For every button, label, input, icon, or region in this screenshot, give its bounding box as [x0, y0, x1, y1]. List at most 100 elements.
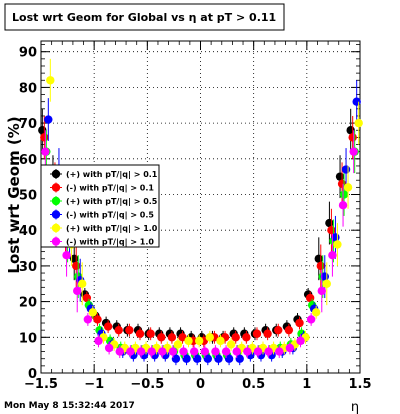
- data-point: [224, 354, 234, 363]
- data-point: [194, 336, 204, 346]
- data-point: [343, 183, 353, 192]
- data-point: [253, 347, 263, 356]
- data-point: [173, 340, 183, 349]
- legend-label: (+) with pT/|q| > 0.1: [66, 170, 158, 179]
- legend-label: (+) with pT/|q| > 1.0: [66, 224, 158, 233]
- data-point: [184, 336, 193, 346]
- data-point: [349, 147, 358, 156]
- data-point: [243, 347, 252, 356]
- data-point: [221, 347, 231, 356]
- x-axis-label: η: [351, 400, 359, 414]
- legend-marker: [51, 196, 61, 206]
- legend-marker: [51, 210, 61, 219]
- data-point: [115, 347, 124, 356]
- data-point: [311, 308, 321, 317]
- data-point: [284, 325, 294, 335]
- data-point: [338, 201, 348, 210]
- data-point: [192, 354, 202, 363]
- data-point: [182, 354, 191, 363]
- legend-label: (-) with pT/|q| > 1.0: [66, 238, 154, 247]
- legend-box: [40, 164, 160, 248]
- y-tick-label: 80: [19, 81, 37, 96]
- data-point: [339, 190, 349, 199]
- title-box: Lost wrt Geom for Global vs η at pT > 0.…: [4, 3, 285, 31]
- legend-marker: [51, 237, 61, 246]
- footer-timestamp: Mon May 8 15:32:44 2017: [4, 401, 135, 411]
- data-point: [40, 133, 49, 142]
- data-point: [103, 322, 113, 331]
- data-point: [354, 118, 363, 128]
- data-point: [317, 286, 326, 296]
- y-tick-label: 50: [19, 189, 37, 204]
- data-point: [285, 343, 295, 353]
- data-point: [73, 286, 82, 296]
- legend-label: (-) with pT/|q| > 0.1: [66, 184, 154, 193]
- chart-title: Lost wrt Geom for Global vs η at pT > 0.…: [12, 11, 276, 24]
- data-point: [157, 333, 166, 342]
- data-point: [296, 336, 305, 346]
- data-point: [88, 308, 98, 317]
- data-point: [264, 347, 273, 356]
- data-point: [136, 347, 146, 356]
- data-point: [179, 347, 188, 356]
- y-tick-label: 40: [19, 224, 37, 239]
- x-tick-label: 0.5: [242, 377, 265, 392]
- legend: (+) with pT/|q| > 0.1 (-) with pT/|q| > 0…: [40, 164, 160, 248]
- data-point: [263, 329, 272, 338]
- data-point: [146, 329, 155, 338]
- data-point: [82, 293, 92, 303]
- data-point: [306, 315, 316, 324]
- y-tick-label: 90: [19, 46, 37, 61]
- data-point: [171, 354, 181, 363]
- data-point: [126, 347, 135, 356]
- data-point: [333, 240, 342, 249]
- data-point: [305, 293, 315, 303]
- data-point: [231, 333, 240, 342]
- data-point: [327, 226, 336, 235]
- data-point: [322, 279, 331, 288]
- x-tick-label: 1.5: [348, 377, 371, 392]
- data-point: [226, 340, 236, 349]
- data-point: [135, 329, 145, 338]
- legend-marker: [51, 169, 61, 179]
- data-point: [314, 254, 323, 263]
- data-point: [316, 261, 325, 271]
- data-point: [235, 354, 244, 363]
- data-point: [62, 250, 71, 260]
- data-point: [232, 347, 241, 356]
- data-point: [147, 347, 156, 356]
- data-point: [295, 318, 304, 328]
- data-point: [189, 347, 199, 356]
- data-point: [168, 347, 178, 356]
- data-point: [214, 354, 223, 363]
- data-point: [93, 315, 102, 324]
- data-point: [94, 336, 103, 346]
- data-point: [348, 133, 357, 142]
- data-point: [205, 333, 215, 342]
- y-tick-label: 20: [19, 296, 37, 311]
- data-point: [252, 329, 262, 338]
- data-point: [352, 97, 361, 106]
- legend-label: (+) with pT/|q| > 0.5: [66, 197, 158, 206]
- data-point: [335, 172, 345, 181]
- x-tick-label: −0.5: [130, 377, 164, 392]
- x-tick-label: 1: [302, 377, 311, 392]
- data-point: [46, 76, 55, 85]
- data-point: [211, 347, 220, 356]
- data-point: [274, 325, 283, 335]
- data-point: [328, 250, 337, 260]
- y-tick-label: 60: [19, 153, 37, 168]
- y-axis-label: Lost wrt Geom (%): [5, 116, 23, 273]
- data-point: [41, 147, 50, 156]
- data-point: [242, 333, 251, 342]
- y-tick-label: 30: [19, 260, 37, 275]
- x-tick-labels: −1.5 −1 −0.5 0 0.5 1 1.5: [24, 377, 371, 392]
- data-point: [114, 325, 123, 335]
- legend-marker: [51, 223, 61, 233]
- data-point: [216, 336, 225, 346]
- data-point: [325, 218, 334, 228]
- data-point: [158, 347, 167, 356]
- x-tick-label: −1: [84, 377, 104, 392]
- y-tick-label: 70: [19, 117, 37, 132]
